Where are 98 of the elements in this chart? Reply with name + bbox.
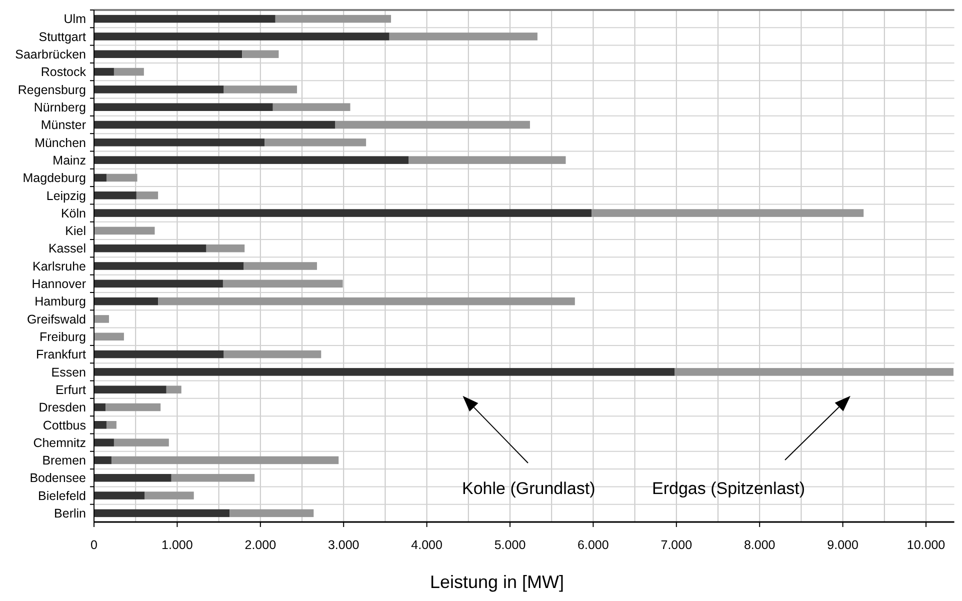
x-tick-label: 0 [90,538,98,552]
bar [94,368,675,376]
bar [94,438,114,446]
bar [94,350,224,358]
bar [171,474,255,482]
bar [94,68,114,76]
y-tick-label: Hannover [32,277,86,292]
bar [166,386,182,394]
bar [94,280,223,288]
bar [94,120,336,129]
bar [158,297,575,306]
bar [94,474,172,482]
bar [94,138,265,146]
bar [106,421,116,429]
bar [244,262,317,270]
bar [94,421,106,429]
x-tick-label: 2.000 [244,538,276,552]
bar [94,492,145,500]
x-tick-label: 8.000 [744,538,776,552]
y-tick-label: Kiel [65,224,86,238]
y-tick-label: Dresden [38,400,86,415]
bar [222,280,343,288]
bar [230,509,314,518]
bar [408,156,566,164]
bar [592,209,864,217]
y-tick-label: Bremen [42,454,86,468]
bar [94,209,592,217]
bar [94,509,230,518]
x-tick-label: 5.000 [494,538,526,552]
y-tick-label: Freiburg [39,330,86,344]
bar [114,68,144,76]
bar [94,244,206,252]
bar [114,438,169,446]
bar [275,14,392,23]
y-tick-label: Bielefeld [38,488,86,503]
bar [94,403,106,412]
x-tick-label: 4.000 [411,538,442,552]
y-tick-label: Rostock [40,65,87,80]
bar [94,456,112,464]
bar [136,191,158,200]
text: Erdgas (Spitzenlast) [652,479,806,498]
bar [335,120,530,129]
bar [144,492,194,500]
bar [94,156,408,164]
bar [94,226,155,235]
y-tick-label: Ulm [64,12,86,26]
y-tick-label: München [34,136,86,150]
x-tick-label: 6.000 [578,538,609,552]
bar [206,244,245,252]
y-tick-label: Nürnberg [34,100,86,114]
bar [106,403,161,412]
bar [272,103,350,111]
bar [224,350,322,358]
x-axis-title: Leistung in [MW] [430,572,564,592]
x-tick-label: 10.000 [906,538,946,552]
x-tick-label: 9.000 [827,538,858,552]
bar [94,262,244,270]
text: Kohle (Grundlast) [462,479,596,498]
y-tick-label: Mainz [52,153,86,168]
y-tick-label: Greifswald [26,312,86,326]
bar [94,386,166,394]
bar [242,50,279,58]
bar [389,32,538,40]
bar [94,297,158,306]
y-tick-label: Stuttgart [38,30,87,44]
bar [94,32,390,40]
bar [224,86,298,94]
y-tick-label: Berlin [54,506,86,521]
y-tick-label: Essen [51,365,86,380]
bar [94,103,273,111]
y-tick-label: Bodensee [30,471,86,486]
y-tick-label: Münster [40,118,86,132]
y-tick-label: Frankfurt [36,348,87,362]
y-tick-label: Köln [60,206,86,220]
y-tick-label: Kassel [48,242,86,256]
bar [94,14,276,23]
y-tick-label: Saarbrücken [15,48,86,62]
x-tick-label: 3.000 [328,538,360,552]
bar [94,332,124,341]
bar [674,368,954,376]
bar [111,456,339,464]
bar [94,50,242,58]
bar [94,191,136,200]
y-tick-label: Magdeburg [22,171,86,186]
y-tick-label: Chemnitz [33,436,86,450]
x-tick-label: 7.000 [660,538,692,552]
y-tick-label: Cottbus [42,418,86,432]
y-tick-label: Hamburg [34,294,86,309]
bar [106,174,138,182]
bar [94,86,224,94]
bar [94,174,106,182]
x-tick-label: 1.000 [162,538,193,552]
y-tick-label: Leipzig [46,188,86,203]
bar [94,315,109,323]
bar [264,138,366,146]
y-tick-label: Karlsruhe [32,259,86,274]
y-tick-label: Erfurt [55,382,87,397]
y-tick-label: Regensburg [18,82,86,97]
